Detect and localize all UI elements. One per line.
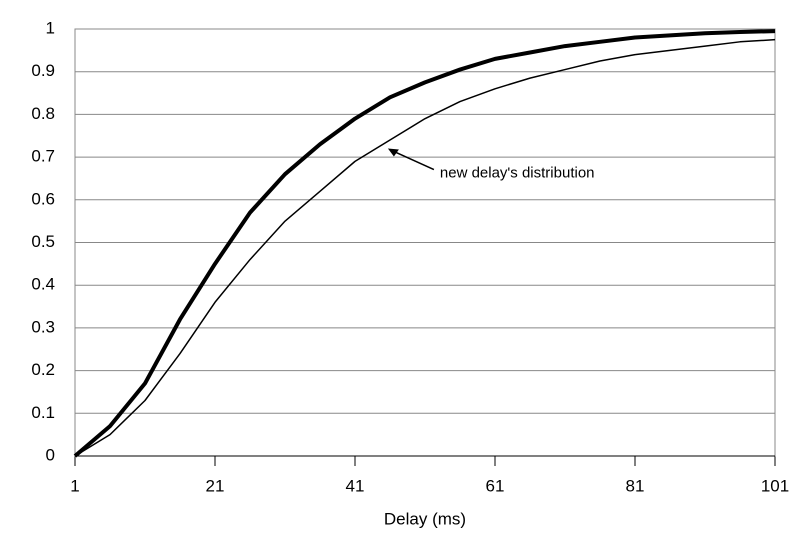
x-tick-label: 41	[346, 476, 365, 495]
x-tick-label: 21	[206, 476, 225, 495]
x-axis-title: Delay (ms)	[384, 509, 466, 528]
x-tick-label: 61	[486, 476, 505, 495]
y-tick-label: 0.8	[31, 104, 55, 123]
y-tick-label: 0	[46, 445, 55, 464]
annotation: new delay's distribution	[440, 165, 595, 182]
annotation-arrow	[391, 149, 435, 171]
y-tick-label: 0.2	[31, 360, 55, 379]
x-tick-label: 81	[626, 476, 645, 495]
y-tick-label: 1	[46, 18, 55, 37]
y-tick-label: 0.3	[31, 317, 55, 336]
x-tick-label: 101	[761, 476, 789, 495]
y-tick-label: 0.1	[31, 403, 55, 422]
series-line	[73, 29, 776, 458]
y-tick-label: 0.4	[31, 275, 55, 294]
annotation-arrowhead	[387, 148, 399, 157]
y-tick-label: 0.7	[31, 147, 55, 166]
y-tick-label: 0.5	[31, 232, 55, 251]
y-tick-label: 0.9	[31, 61, 55, 80]
series-line	[74, 38, 776, 457]
y-tick-label: 0.6	[31, 189, 55, 208]
x-tick-label: 1	[70, 476, 79, 495]
